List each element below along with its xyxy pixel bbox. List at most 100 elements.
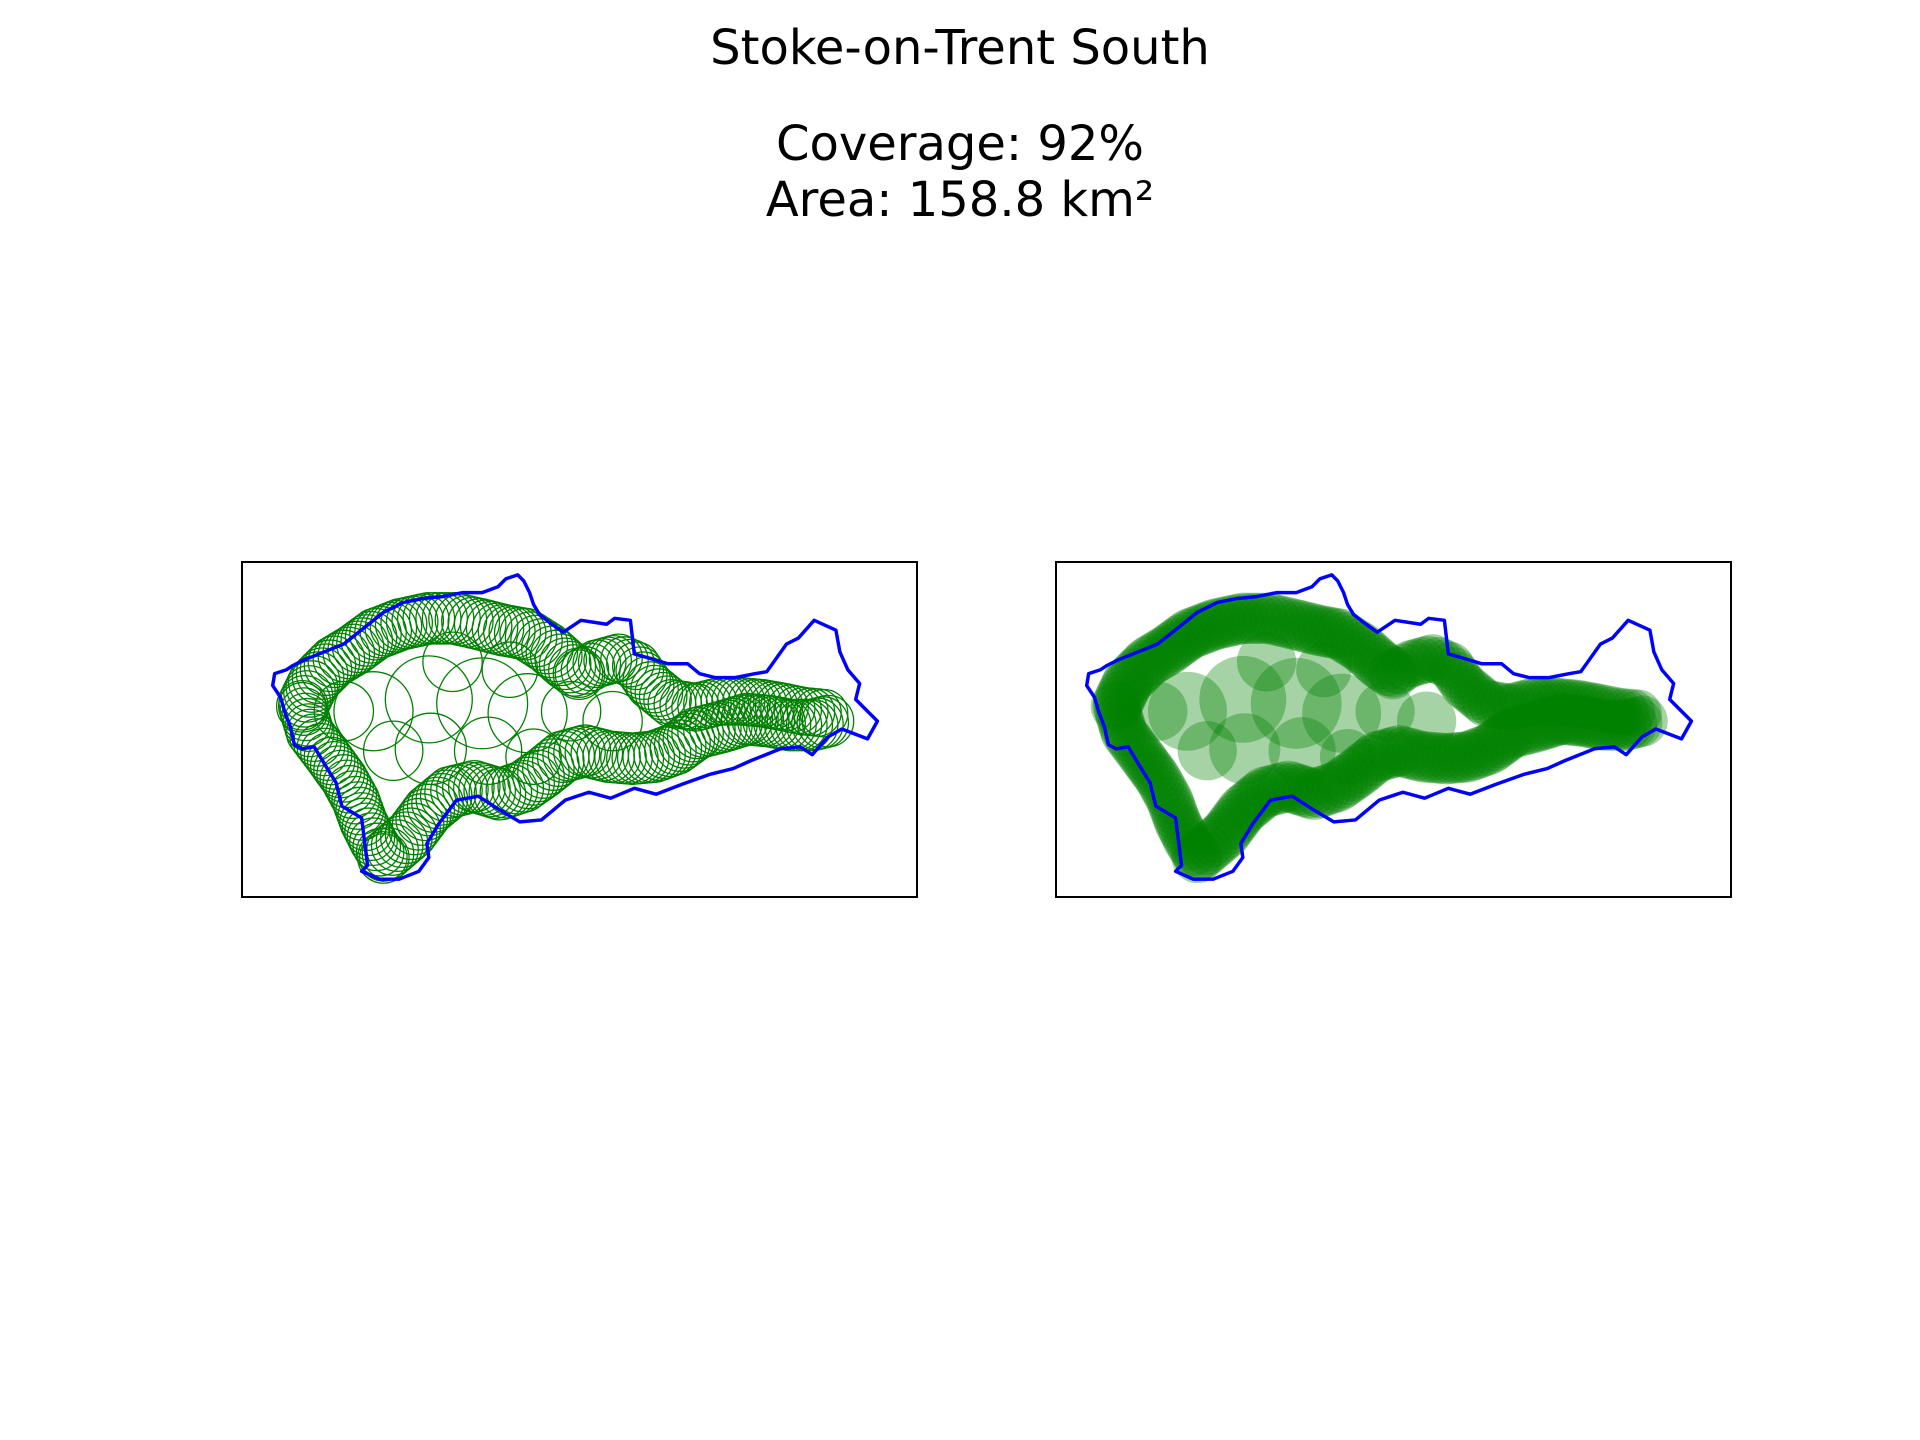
coverage-circle bbox=[649, 722, 703, 776]
map-panel-outline bbox=[241, 561, 918, 898]
coverage-circle bbox=[1426, 642, 1475, 690]
coverage-circle bbox=[1491, 682, 1540, 730]
coverage-circle bbox=[1100, 660, 1152, 713]
coverage-circle bbox=[1132, 630, 1184, 682]
coverage-circle bbox=[1514, 699, 1567, 752]
coverage-circle bbox=[1128, 681, 1188, 741]
coverage-circle bbox=[1147, 781, 1196, 830]
coverage-circle bbox=[325, 764, 375, 814]
coverage-circle bbox=[538, 637, 592, 691]
coverage-circle bbox=[1100, 709, 1148, 757]
coverage-circle bbox=[354, 605, 407, 659]
coverage-circle bbox=[505, 728, 562, 785]
coverage-circle bbox=[1094, 687, 1142, 736]
coverage-circle bbox=[1147, 671, 1227, 751]
coverage-circle bbox=[658, 716, 711, 769]
coverage-circle bbox=[548, 644, 601, 697]
coverage-circle bbox=[1234, 770, 1286, 822]
coverage-circle bbox=[1206, 595, 1258, 647]
coverage-circle bbox=[1589, 699, 1642, 751]
coverage-circle bbox=[1200, 596, 1252, 648]
coverage-circle bbox=[1217, 592, 1269, 645]
coverage-circle bbox=[1614, 689, 1662, 737]
coverage-circle bbox=[1436, 731, 1489, 783]
coverage-circle bbox=[1353, 638, 1405, 690]
coverage-circle bbox=[1272, 763, 1325, 816]
coverage-circle bbox=[515, 618, 569, 671]
coverage-circle bbox=[313, 680, 375, 742]
coverage-circle bbox=[285, 660, 339, 713]
coverage-circle bbox=[543, 640, 597, 694]
area-label: Area: 158.8 km² bbox=[765, 172, 1155, 228]
coverage-circle bbox=[421, 592, 475, 645]
coverage-circle bbox=[453, 716, 523, 785]
coverage-circle bbox=[1453, 727, 1505, 779]
coverage-circle bbox=[1431, 731, 1483, 784]
coverage-circle bbox=[1578, 699, 1631, 751]
coverage-circle bbox=[1137, 760, 1185, 808]
coverage-circle bbox=[468, 766, 522, 819]
coverage-circle bbox=[1436, 656, 1485, 705]
coverage-circle bbox=[1340, 626, 1392, 678]
coverage-circle bbox=[1414, 636, 1463, 685]
coverage-circle bbox=[1381, 643, 1429, 691]
coverage-circle bbox=[1277, 765, 1330, 817]
coverage-circle bbox=[1242, 592, 1295, 645]
coverage-circle bbox=[1525, 696, 1577, 748]
coverage-circle bbox=[1297, 605, 1350, 657]
coverage-circle bbox=[1426, 732, 1478, 784]
coverage-circle bbox=[1341, 738, 1394, 791]
coverage-circle bbox=[554, 649, 604, 699]
coverage-circle bbox=[1140, 765, 1188, 813]
coverage-circle bbox=[1102, 655, 1154, 708]
coverage-circle bbox=[1292, 604, 1344, 656]
coverage-label: Coverage: 92% bbox=[775, 116, 1145, 172]
coverage-circle bbox=[1553, 679, 1601, 728]
coverage-circle bbox=[1440, 661, 1488, 710]
coverage-circle bbox=[1479, 682, 1528, 730]
coverage-circle bbox=[1300, 764, 1352, 816]
coverage-circle bbox=[638, 726, 692, 780]
coverage-circle bbox=[422, 631, 483, 693]
coverage-circle bbox=[689, 678, 738, 728]
coverage-circle bbox=[1092, 682, 1141, 730]
coverage-circle bbox=[358, 833, 408, 882]
coverage-circle bbox=[1569, 682, 1617, 730]
coverage-circle bbox=[1497, 704, 1550, 756]
coverage-circle bbox=[1530, 695, 1582, 747]
coverage-circle bbox=[634, 668, 684, 718]
coverage-circle bbox=[1477, 713, 1529, 765]
coverage-circle bbox=[582, 690, 643, 752]
coverage-circle bbox=[1296, 642, 1352, 698]
coverage-circle bbox=[1171, 831, 1224, 884]
coverage-circle bbox=[1280, 601, 1332, 653]
coverage-circle bbox=[1107, 718, 1156, 767]
coverage-circle bbox=[1403, 635, 1451, 684]
coverage-circle bbox=[487, 673, 568, 754]
coverage-circle bbox=[1306, 762, 1358, 814]
coverage-circle bbox=[1540, 693, 1593, 746]
coverage-circle bbox=[1090, 680, 1143, 732]
coverage-circle bbox=[1095, 670, 1147, 723]
coverage-circle bbox=[1346, 734, 1398, 787]
coverage-circle bbox=[1331, 746, 1384, 799]
coverage-circle bbox=[1093, 675, 1145, 728]
coverage-circle bbox=[463, 764, 517, 818]
coverage-circle bbox=[1238, 766, 1291, 818]
coverage-circle bbox=[1563, 681, 1612, 730]
coverage-circle bbox=[1369, 649, 1417, 698]
coverage-circle bbox=[1311, 760, 1364, 813]
coverage-circle bbox=[1274, 600, 1326, 652]
coverage-circle bbox=[333, 671, 414, 752]
coverage-circle bbox=[801, 694, 855, 748]
coverage-circle bbox=[1362, 644, 1415, 697]
coverage-circle bbox=[1324, 615, 1377, 667]
coverage-circle bbox=[1225, 777, 1278, 829]
coverage-circle bbox=[1594, 687, 1643, 735]
coverage-circle bbox=[384, 655, 473, 744]
coverage-circle bbox=[1190, 815, 1242, 868]
coverage-circle bbox=[1551, 694, 1603, 747]
coverage-circle bbox=[630, 664, 679, 714]
coverage-circle bbox=[1474, 681, 1522, 730]
coverage-circle bbox=[1536, 678, 1585, 726]
